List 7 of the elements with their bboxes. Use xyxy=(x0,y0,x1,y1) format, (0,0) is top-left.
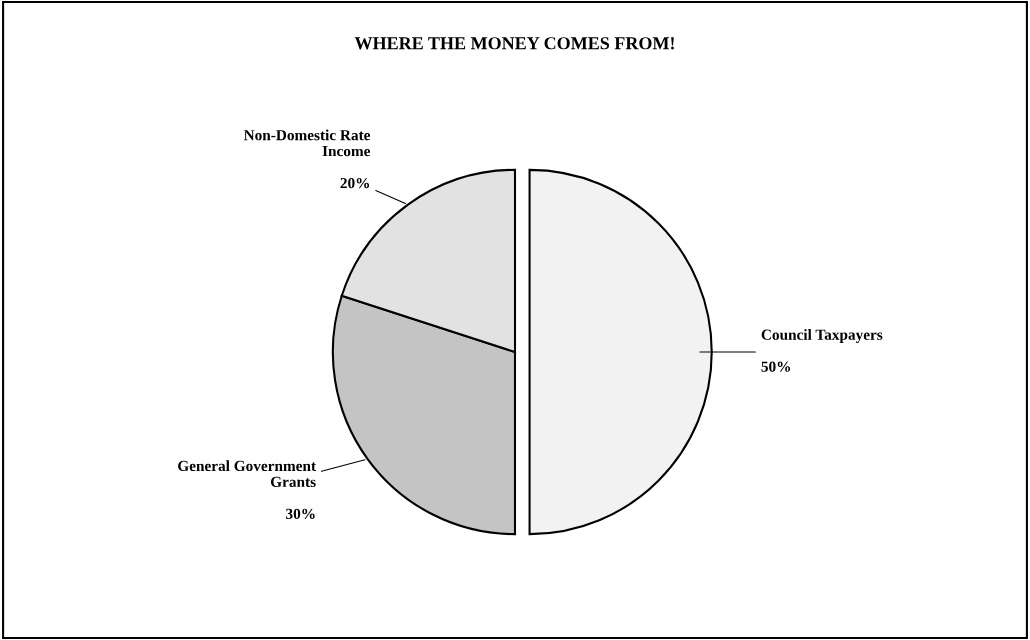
slice-label: General Government Grants xyxy=(178,460,316,488)
data-label: 50% xyxy=(761,361,791,372)
chart-title: WHERE THE MONEY COMES FROM! xyxy=(354,37,674,50)
slice-label: Council Taxpayers xyxy=(761,329,883,343)
data-label: 30% xyxy=(286,508,315,520)
data-label: 20% xyxy=(340,177,370,189)
slice-label: Non-Domestic Rate Income xyxy=(243,129,371,157)
